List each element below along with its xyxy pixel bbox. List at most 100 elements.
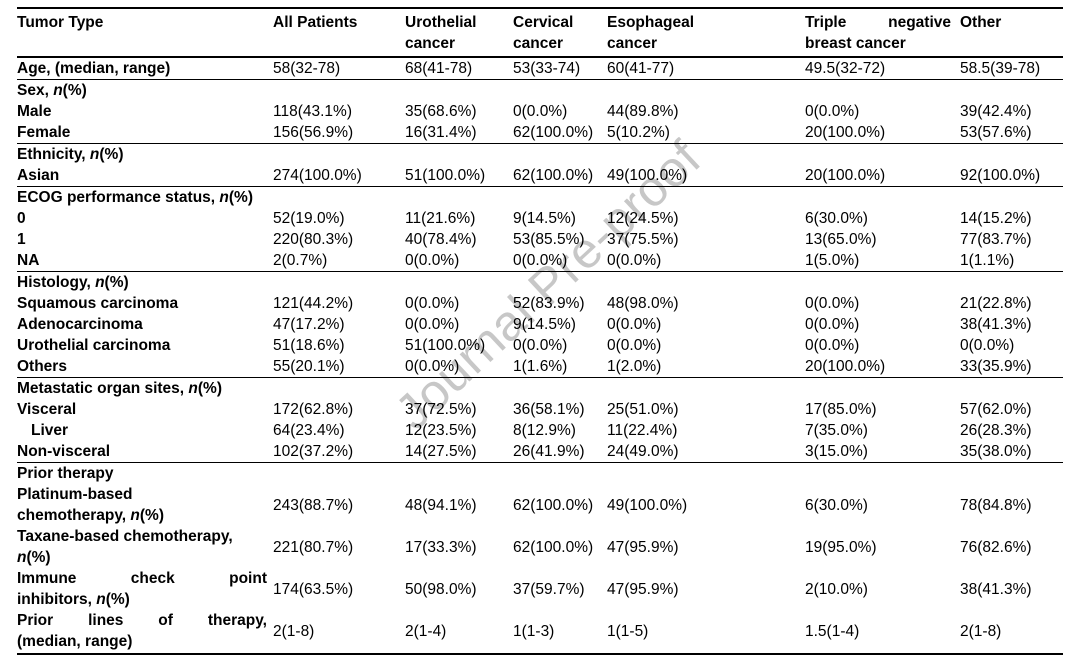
cell-value: 156(56.9%): [273, 122, 405, 144]
empty-cells: [273, 80, 1063, 102]
cell-value: 64(23.4%): [273, 422, 345, 439]
row-label: Prior therapy: [17, 465, 114, 482]
table-row: Taxane-based chemotherapy, n(%) 221(80.7%)…: [17, 526, 1063, 568]
cell-value: 14(15.2%): [960, 210, 1032, 227]
cell-value: 37(72.5%): [405, 401, 477, 418]
cell-value: 102(37.2%): [273, 441, 405, 463]
section-row: Sex, n(%): [17, 80, 1063, 102]
section-row: ECOG performance status, n(%): [17, 187, 1063, 209]
empty-cells: [273, 187, 1063, 209]
cell-value: 221(80.7%): [273, 538, 354, 556]
cell-value: 243(88.7%): [273, 496, 354, 514]
document-page: { "watermark": { "text": "Journal Pre-pr…: [0, 7, 1080, 655]
row-label: Asian: [17, 165, 273, 187]
cell-value: 60(41-77): [607, 57, 805, 80]
cell-value: 1(5.0%): [805, 250, 960, 272]
row-label: Taxane-based chemotherapy, n(%): [17, 528, 233, 566]
table-row: Adenocarcinoma 47(17.2%) 0(0.0%) 9(14.5%) 0(…: [17, 314, 1063, 335]
cell-value: 20(100.0%): [805, 356, 960, 378]
cell-value: 0(0.0%): [805, 316, 860, 333]
cell-value: 9(14.5%): [513, 316, 576, 333]
cell-value: 35(38.0%): [960, 441, 1063, 463]
cell-value: 50(98.0%): [405, 580, 477, 598]
section-row: Prior therapy: [17, 463, 1063, 485]
section-row: Ethnicity, n(%): [17, 144, 1063, 166]
cell-value: 7(35.0%): [805, 422, 868, 439]
column-header: Cervical cancer: [513, 7, 607, 58]
cell-value: 2(1-8): [960, 610, 1063, 655]
cell-value: 36(58.1%): [513, 401, 585, 418]
cell-value: 51(100.0%): [405, 337, 486, 354]
column-header: All Patients: [273, 7, 405, 58]
table-row: Asian 274(100.0%) 51(100.0%) 62(100.0%) 49(1…: [17, 165, 1063, 187]
cell-value: 2(1-8): [273, 610, 405, 655]
column-header: Triple negative breast cancer: [805, 7, 960, 58]
cell-value: 0(0.0%): [607, 316, 662, 333]
cell-value: 5(10.2%): [607, 122, 805, 144]
empty-cells: [273, 378, 1063, 400]
cell-value: 1(1-5): [607, 610, 805, 655]
cell-value: 0(0.0%): [805, 295, 860, 312]
cell-value: 21(22.8%): [960, 295, 1032, 312]
cell-value: 47(17.2%): [273, 316, 345, 333]
cell-value: 16(31.4%): [405, 122, 513, 144]
cell-value: 1(2.0%): [607, 356, 805, 378]
cell-value: 44(89.8%): [607, 103, 679, 120]
row-label: Visceral: [17, 401, 77, 418]
section-row: Histology, n(%): [17, 272, 1063, 294]
cell-value: 3(15.0%): [805, 441, 960, 463]
row-label: Sex, n(%): [17, 82, 87, 99]
table-row: Urothelial carcinoma 51(18.6%) 51(100.0%) 0…: [17, 335, 1063, 356]
cell-value: 51(18.6%): [273, 337, 345, 354]
table-row: Age, (median, range) 58(32-78) 68(41-78) 53…: [17, 57, 1063, 80]
cell-value: 37(75.5%): [607, 231, 679, 248]
cell-value: 11(21.6%): [405, 210, 476, 227]
table-row: NA 2(0.7%) 0(0.0%) 0(0.0%) 0(0.0%) 1(5.0%) 1(1…: [17, 250, 1063, 272]
cell-value: 20(100.0%): [805, 122, 960, 144]
empty-cells: [273, 144, 1063, 166]
row-label: 0: [17, 210, 26, 227]
cell-value: 9(14.5%): [513, 210, 576, 227]
cell-value: 20(100.0%): [805, 165, 960, 187]
cell-value: 62(100.0%): [513, 165, 607, 187]
row-label: Adenocarcinoma: [17, 316, 143, 333]
cell-value: 25(51.0%): [607, 401, 679, 418]
cell-value: 62(100.0%): [513, 538, 594, 556]
cell-value: 35(68.6%): [405, 103, 477, 120]
cell-value: 1(1.6%): [513, 356, 607, 378]
cell-value: 14(27.5%): [405, 441, 513, 463]
cell-value: 12(24.5%): [607, 210, 679, 227]
cell-value: 0(0.0%): [513, 337, 568, 354]
table-row: Prior lines of therapy, (median, range) 2(1-8…: [17, 610, 1063, 655]
row-label: Male: [17, 103, 52, 120]
table-row: Immune check point inhibitors, n(%) 174(63.5…: [17, 568, 1063, 610]
table-row: Platinum-based chemotherapy, n(%) 243(88.7…: [17, 484, 1063, 526]
cell-value: 62(100.0%): [513, 122, 607, 144]
cell-value: 0(0.0%): [805, 103, 860, 120]
row-label: Prior lines of therapy, (median, range): [17, 610, 273, 655]
table-row: Squamous carcinoma 121(44.2%) 0(0.0%) 52(83…: [17, 293, 1063, 314]
row-label: Female: [17, 122, 273, 144]
row-label: ECOG performance status, n(%): [17, 189, 253, 206]
cell-value: 53(85.5%): [513, 231, 585, 248]
row-label: Platinum-based chemotherapy, n(%): [17, 486, 164, 524]
table-row: Non-visceral 102(37.2%) 14(27.5%) 26(41.9%)…: [17, 441, 1063, 463]
cell-value: 174(63.5%): [273, 580, 354, 598]
cell-value: 121(44.2%): [273, 295, 354, 312]
cell-value: 0(0.0%): [405, 356, 513, 378]
cell-value: 58.5(39-78): [960, 57, 1063, 80]
section-row: Metastatic organ sites, n(%): [17, 378, 1063, 400]
cell-value: 33(35.9%): [960, 356, 1063, 378]
cell-value: 77(83.7%): [960, 231, 1032, 248]
cell-value: 38(41.3%): [960, 316, 1032, 333]
cell-value: 49(100.0%): [607, 165, 805, 187]
table-header: Tumor Type All Patients Urothelial cancer Ce…: [17, 7, 1063, 58]
cell-value: 220(80.3%): [273, 231, 354, 248]
cell-value: 62(100.0%): [513, 496, 594, 514]
cell-value: 1(1.1%): [960, 250, 1063, 272]
cell-value: 68(41-78): [405, 57, 513, 80]
cell-value: 47(95.9%): [607, 538, 679, 556]
cell-value: 40(78.4%): [405, 231, 477, 248]
cell-value: 53(33-74): [513, 57, 607, 80]
cell-value: 6(30.0%): [805, 210, 868, 227]
